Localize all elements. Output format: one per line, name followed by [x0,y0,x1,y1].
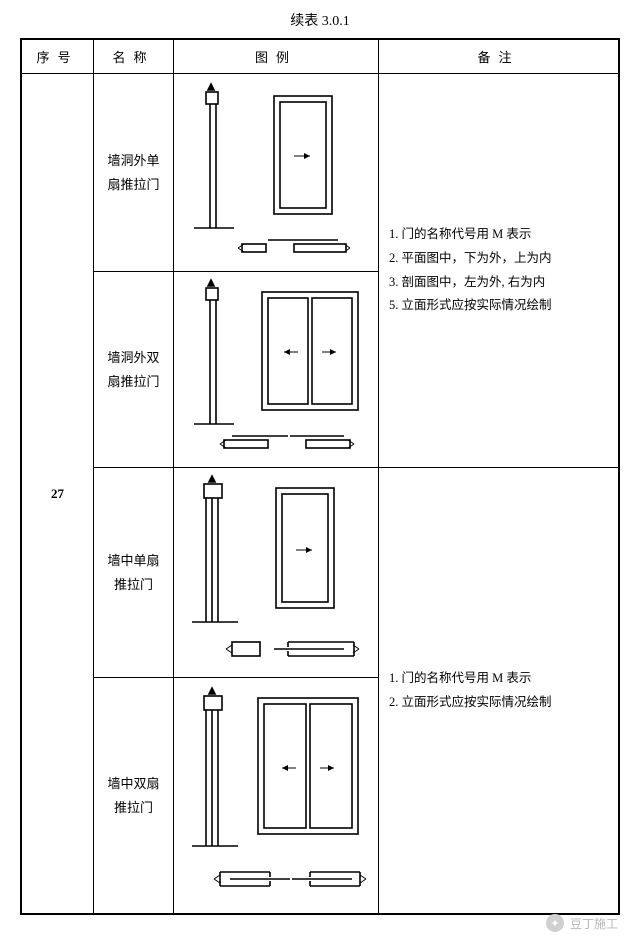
diagram-cell [174,678,379,914]
table-title: 续表 3.0.1 [0,0,640,38]
wechat-icon: ✦ [546,914,564,932]
name-line: 墙洞外单 [102,149,165,172]
name-cell: 墙中单扇 推拉门 [94,468,174,678]
note-line: 1. 门的名称代号用 M 表示 [389,223,608,247]
diagram-single-outer [176,78,376,268]
diagram-cell [174,74,379,272]
name-line: 墙中单扇 [102,549,165,572]
table-container: 序号 名称 图例 备注 27 墙洞外单 扇推拉门 [20,38,620,915]
note-line: 2. 立面形式应按实际情况绘制 [389,691,608,715]
name-line: 墙洞外双 [102,346,165,369]
name-cell: 墙洞外单 扇推拉门 [94,74,174,272]
note-line: 1. 门的名称代号用 M 表示 [389,667,608,691]
table-row: 墙中单扇 推拉门 [22,468,619,678]
name-cell: 墙中双扇 推拉门 [94,678,174,914]
name-line: 扇推拉门 [102,173,165,196]
name-line: 推拉门 [102,796,165,819]
seq-cell: 27 [22,74,94,914]
header-name: 名称 [94,40,174,74]
diagram-single-pocket [176,472,376,674]
table-row: 27 墙洞外单 扇推拉门 [22,74,619,272]
note-cell: 1. 门的名称代号用 M 表示 2. 平面图中，下为外，上为内 3. 剖面图中，… [379,74,619,468]
diagram-cell [174,468,379,678]
symbol-table: 序号 名称 图例 备注 27 墙洞外单 扇推拉门 [21,39,619,914]
note-line: 2. 平面图中，下为外，上为内 [389,247,608,271]
header-diagram: 图例 [174,40,379,74]
header-note: 备注 [379,40,619,74]
diagram-double-pocket [176,682,376,910]
name-line: 墙中双扇 [102,772,165,795]
note-line: 3. 剖面图中，左为外, 右为内 [389,271,608,295]
header-seq: 序号 [22,40,94,74]
note-cell: 1. 门的名称代号用 M 表示 2. 立面形式应按实际情况绘制 [379,468,619,914]
diagram-cell [174,272,379,468]
note-line: 5. 立面形式应按实际情况绘制 [389,294,608,318]
watermark-text: 豆丁施工 [570,915,618,932]
watermark: ✦ 豆丁施工 [546,914,618,932]
name-line: 推拉门 [102,573,165,596]
name-cell: 墙洞外双 扇推拉门 [94,272,174,468]
header-row: 序号 名称 图例 备注 [22,40,619,74]
diagram-double-outer [176,276,376,464]
name-line: 扇推拉门 [102,370,165,393]
